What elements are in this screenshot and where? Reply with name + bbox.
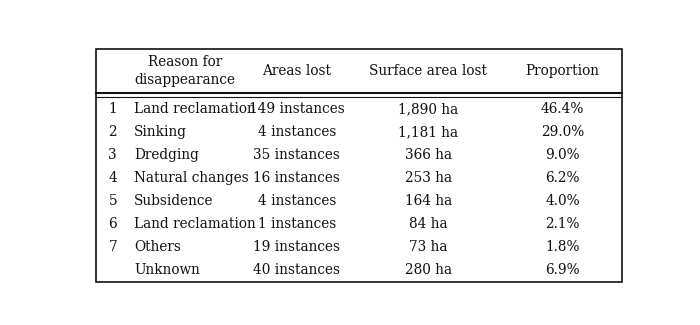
Text: 1: 1 (108, 102, 117, 116)
Text: Proportion: Proportion (526, 64, 600, 78)
Text: 6.2%: 6.2% (545, 171, 580, 185)
Text: 46.4%: 46.4% (541, 102, 584, 116)
Text: 164 ha: 164 ha (405, 194, 452, 208)
Text: Sinking: Sinking (134, 125, 187, 139)
Text: Areas lost: Areas lost (262, 64, 331, 78)
Text: 1 instances: 1 instances (258, 217, 336, 231)
Text: 73 ha: 73 ha (410, 240, 448, 254)
Text: 4: 4 (108, 171, 117, 185)
Text: 7: 7 (108, 240, 117, 254)
Text: 4 instances: 4 instances (258, 194, 336, 208)
Text: 84 ha: 84 ha (410, 217, 448, 231)
Text: 253 ha: 253 ha (405, 171, 452, 185)
Text: Surface area lost: Surface area lost (370, 64, 487, 78)
Text: 29.0%: 29.0% (541, 125, 584, 139)
Text: 2: 2 (108, 125, 117, 139)
Text: Land reclamation: Land reclamation (134, 102, 256, 116)
Text: 35 instances: 35 instances (253, 148, 340, 162)
Text: 9.0%: 9.0% (545, 148, 580, 162)
Text: 3: 3 (108, 148, 117, 162)
Text: 1,890 ha: 1,890 ha (398, 102, 458, 116)
Text: 6.9%: 6.9% (545, 263, 580, 277)
Text: 280 ha: 280 ha (405, 263, 452, 277)
Text: 2.1%: 2.1% (545, 217, 580, 231)
Text: Others: Others (134, 240, 181, 254)
Text: Unknown: Unknown (134, 263, 200, 277)
Text: 4.0%: 4.0% (545, 194, 580, 208)
Text: Reason for
disappearance: Reason for disappearance (134, 55, 236, 86)
Text: 40 instances: 40 instances (253, 263, 340, 277)
Text: 19 instances: 19 instances (253, 240, 340, 254)
Text: 1.8%: 1.8% (545, 240, 580, 254)
Text: 6: 6 (108, 217, 117, 231)
Text: 366 ha: 366 ha (405, 148, 452, 162)
Text: 5: 5 (108, 194, 117, 208)
Text: 1,181 ha: 1,181 ha (398, 125, 458, 139)
Text: Natural changes: Natural changes (134, 171, 249, 185)
Text: Dredging: Dredging (134, 148, 199, 162)
Text: 16 instances: 16 instances (253, 171, 340, 185)
Text: 149 instances: 149 instances (249, 102, 345, 116)
Text: Subsidence: Subsidence (134, 194, 214, 208)
Text: Land reclamation: Land reclamation (134, 217, 256, 231)
Text: 4 instances: 4 instances (258, 125, 336, 139)
